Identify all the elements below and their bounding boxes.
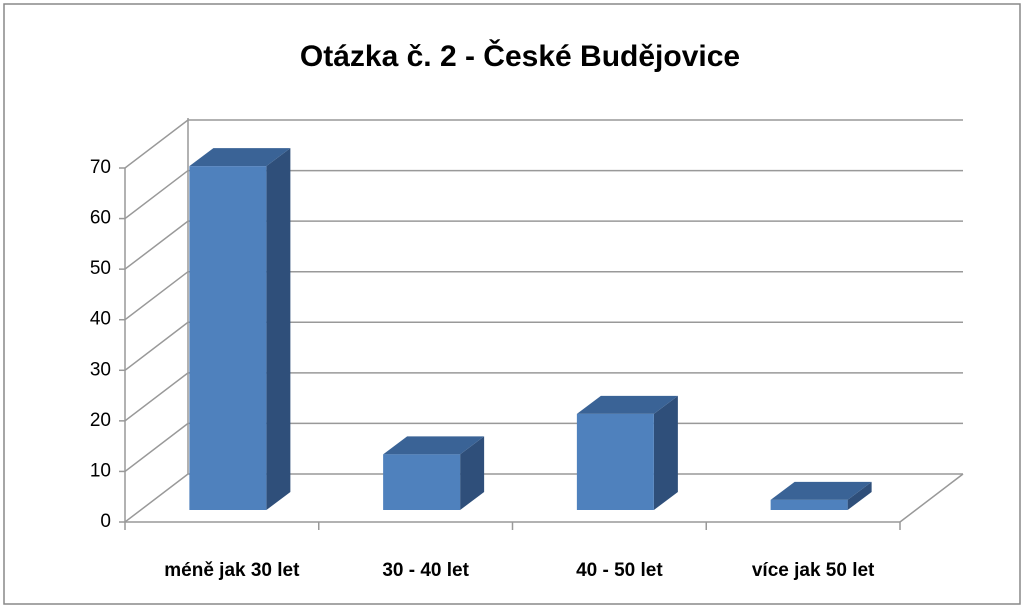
grid-line xyxy=(124,270,963,321)
grid-line xyxy=(124,473,963,523)
bar-side xyxy=(653,395,678,510)
y-tick-label: 10 xyxy=(90,460,111,481)
y-tick-label: 70 xyxy=(90,157,111,178)
bar-side xyxy=(266,148,291,510)
bar-top xyxy=(576,395,678,414)
chart-frame xyxy=(3,3,1021,605)
grid-line xyxy=(124,372,963,422)
y-tick-label: 0 xyxy=(100,511,111,532)
bar-side xyxy=(847,481,872,510)
bar-top xyxy=(189,148,291,167)
x-tick-label: méně jak 30 let xyxy=(164,560,300,581)
grid-line xyxy=(124,220,963,270)
bar-side xyxy=(460,436,485,510)
bar xyxy=(576,413,654,510)
x-tick-label: více jak 50 let xyxy=(752,560,875,581)
bar-top xyxy=(770,481,872,500)
chart-title: Otázka č. 2 - České Budějovice xyxy=(300,39,740,73)
floor-edge xyxy=(899,473,964,523)
y-tick-label: 50 xyxy=(90,258,111,279)
grid-line xyxy=(124,422,963,473)
bar xyxy=(383,454,461,510)
grid-line xyxy=(124,321,963,371)
y-tick-label: 30 xyxy=(90,359,111,380)
grid-line xyxy=(124,119,963,169)
bar xyxy=(189,166,267,510)
grid-line xyxy=(124,169,963,220)
x-tick-label: 40 - 50 let xyxy=(576,560,663,581)
y-tick-label: 20 xyxy=(90,410,111,431)
y-tick-label: 60 xyxy=(90,208,111,229)
bar-top xyxy=(383,436,485,455)
bar xyxy=(770,499,848,510)
x-tick-label: 30 - 40 let xyxy=(382,560,469,581)
y-tick-label: 40 xyxy=(90,309,111,330)
